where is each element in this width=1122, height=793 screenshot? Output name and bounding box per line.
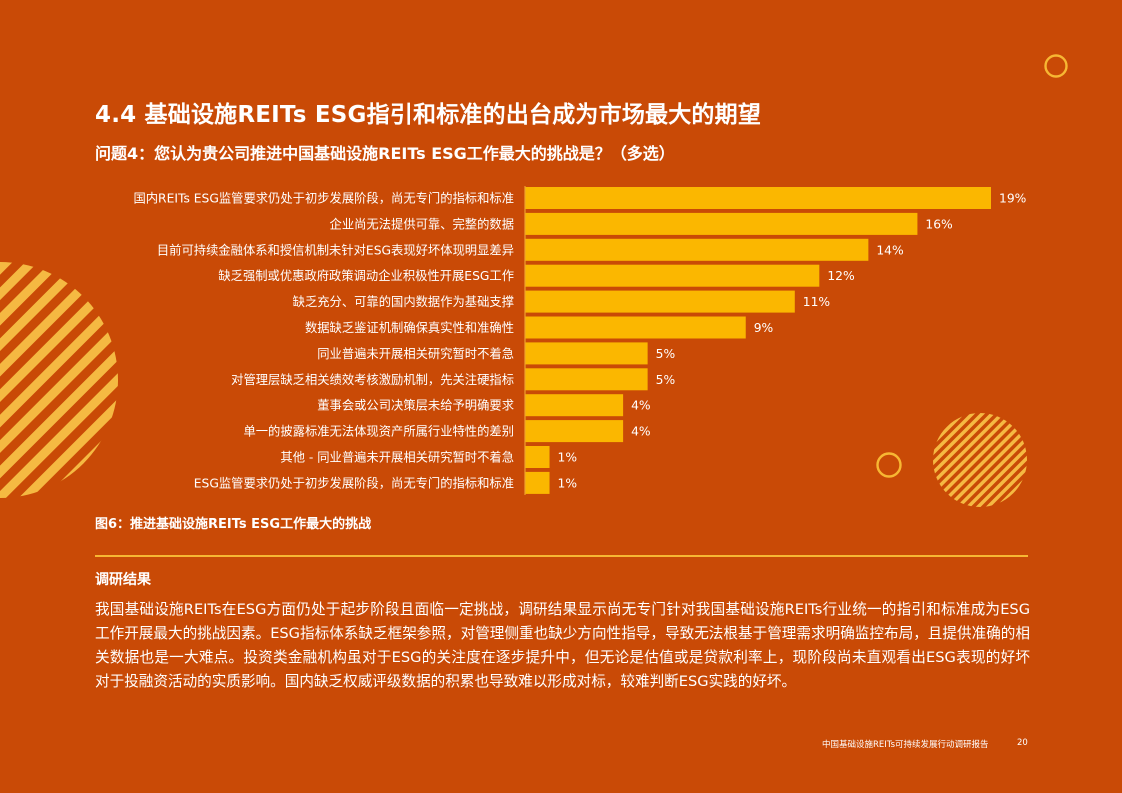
bar	[525, 238, 869, 261]
striped-half-circle-left	[0, 262, 118, 498]
footer-report-title: 中国基础设施REITs可持续发展行动调研报告	[822, 740, 989, 750]
category-label: 缺乏充分、可靠的国内数据作为基础支撑	[293, 294, 514, 309]
question-title: 问题4：您认为贵公司推进中国基础设施REITs ESG工作最大的挑战是？（多选）	[95, 144, 675, 163]
category-label: 同业普遍未开展相关研究暂时不着急	[317, 346, 514, 361]
category-label: 数据缺乏鉴证机制确保真实性和准确性	[305, 320, 514, 335]
category-label: 国内REITs ESG监管要求仍处于初步发展阶段，尚无专门的指标和标准	[133, 191, 514, 206]
figure-caption: 图6：推进基础设施REITs ESG工作最大的挑战	[95, 517, 372, 532]
category-label: 缺乏强制或优惠政府政策调动企业积极性开展ESG工作	[218, 268, 514, 283]
bar	[525, 290, 795, 313]
value-labels: 19% 16% 14% 12% 11% 9% 5% 5% 4% 4% 1% 1%	[558, 192, 1027, 491]
ring-decoration-top-right	[1044, 54, 1068, 78]
value-label: 1%	[558, 476, 578, 490]
category-labels: 国内REITs ESG监管要求仍处于初步发展阶段，尚无专门的指标和标准企业尚无法…	[133, 191, 514, 491]
bar	[525, 368, 648, 391]
bars	[525, 187, 991, 494]
category-label: 企业尚无法提供可靠、完整的数据	[330, 216, 514, 231]
value-label: 16%	[925, 217, 952, 231]
bar	[525, 316, 746, 339]
value-label: 5%	[656, 347, 676, 361]
value-label: 4%	[631, 425, 651, 439]
bar	[525, 342, 648, 365]
bar	[525, 212, 918, 235]
value-label: 14%	[876, 243, 903, 257]
value-label: 5%	[656, 373, 676, 387]
value-label: 12%	[827, 269, 854, 283]
bar	[525, 471, 550, 494]
section-title: 4.4 基础设施REITs ESG指引和标准的出台成为市场最大的期望	[95, 102, 762, 128]
category-label: 单一的披露标准无法体现资产所属行业特性的差别	[243, 424, 514, 439]
striped-circle-right	[933, 413, 1027, 507]
bar	[525, 264, 820, 287]
category-label: 董事会或公司决策层未给予明确要求	[317, 398, 514, 413]
category-label: ESG监管要求仍处于初步发展阶段，尚无专门的指标和标准	[194, 475, 514, 490]
value-label: 19%	[999, 192, 1026, 206]
category-label: 对管理层缺乏相关绩效考核激励机制，先关注硬指标	[231, 372, 514, 387]
section-divider	[95, 555, 1028, 557]
category-label: 目前可持续金融体系和授信机制未针对ESG表现好坏体现明显差异	[157, 242, 514, 257]
bar	[525, 446, 550, 468]
bar	[525, 420, 624, 443]
value-label: 1%	[558, 451, 578, 465]
value-label: 11%	[803, 295, 830, 309]
findings-body: 我国基础设施REITs在ESG方面仍处于起步阶段且面临一定挑战，调研结果显示尚无…	[95, 601, 1030, 690]
category-label: 其他 - 同业普遍未开展相关研究暂时不着急	[280, 450, 514, 465]
findings-heading: 调研结果	[95, 572, 151, 588]
value-label: 4%	[631, 399, 651, 413]
page-number: 20	[1017, 738, 1028, 748]
ring-decoration-middle	[876, 452, 902, 478]
bar	[525, 187, 991, 209]
bar	[525, 394, 624, 417]
value-label: 9%	[754, 321, 774, 335]
